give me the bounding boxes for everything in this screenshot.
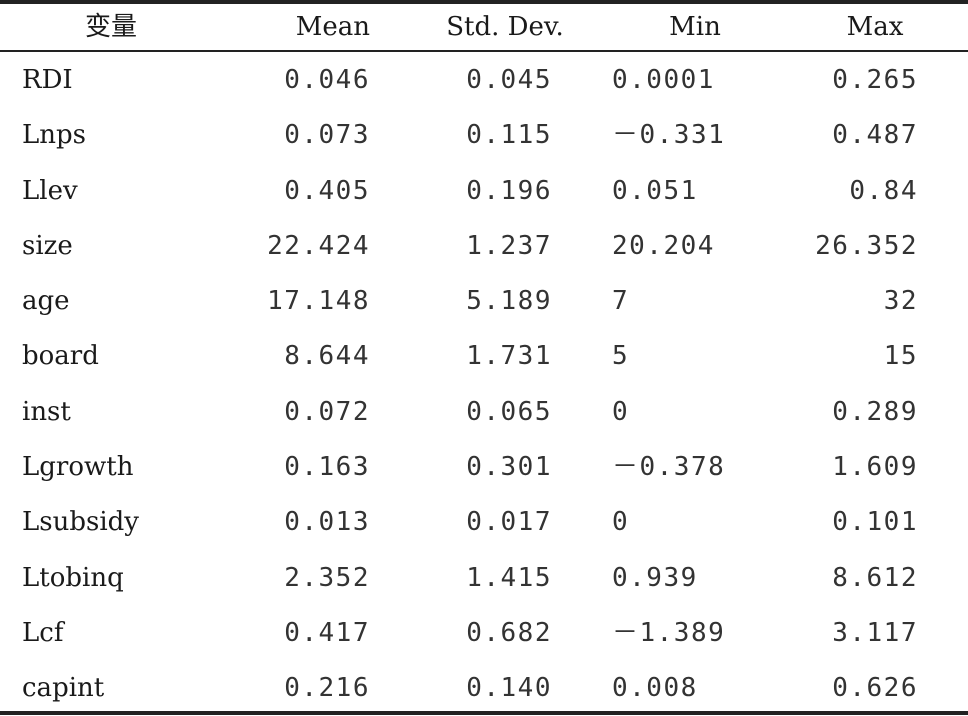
cell-variable: RDI xyxy=(22,65,73,95)
cell-variable: age xyxy=(22,286,70,317)
table-header-row: 变量 Mean Std. Dev. Min Max xyxy=(0,4,968,50)
table-row: RDI 0.046 0.045 0.0001 0.265 xyxy=(0,52,968,107)
cell-mean: 0.013 xyxy=(284,507,370,538)
cell-mean: 0.405 xyxy=(284,175,370,206)
cell-variable: inst xyxy=(22,396,71,427)
cell-max: 0.626 xyxy=(832,673,918,704)
table-bottom-rule xyxy=(0,711,968,715)
cell-variable: size xyxy=(22,230,73,261)
cell-mean: 2.352 xyxy=(284,562,370,593)
cell-mean: 0.216 xyxy=(284,673,370,704)
table-row: Lsubsidy 0.013 0.017 0 0.101 xyxy=(0,494,968,549)
cell-min: 0.0001 xyxy=(612,65,715,95)
cell-mean: 0.417 xyxy=(284,617,370,648)
cell-mean: 17.148 xyxy=(267,286,370,317)
table-top-rule xyxy=(0,0,968,4)
cell-std-dev: 0.065 xyxy=(466,396,552,427)
cell-std-dev: 0.045 xyxy=(466,65,552,95)
cell-max: 15 xyxy=(883,341,918,372)
cell-mean: 0.046 xyxy=(284,65,370,95)
header-max: Max xyxy=(846,12,904,42)
cell-max: 0.84 xyxy=(849,175,918,206)
cell-max: 32 xyxy=(883,286,918,317)
header-min: Min xyxy=(669,12,721,42)
cell-variable: Llev xyxy=(22,175,78,206)
cell-max: 0.101 xyxy=(832,507,918,538)
table-body: RDI 0.046 0.045 0.0001 0.265 Lnps 0.073 … xyxy=(0,52,968,716)
cell-std-dev: 0.140 xyxy=(466,673,552,704)
cell-min: －1.389 xyxy=(612,617,726,648)
cell-mean: 0.163 xyxy=(284,452,370,483)
cell-variable: Lsubsidy xyxy=(22,507,139,538)
cell-std-dev: 1.237 xyxy=(466,230,552,261)
table-row: size 22.424 1.237 20.204 26.352 xyxy=(0,218,968,273)
header-variable: 变量 xyxy=(85,12,138,42)
cell-max: 3.117 xyxy=(832,617,918,648)
header-std-dev: Std. Dev. xyxy=(446,12,564,42)
table-row: capint 0.216 0.140 0.008 0.626 xyxy=(0,660,968,715)
cell-variable: Lgrowth xyxy=(22,452,134,483)
cell-std-dev: 1.415 xyxy=(466,562,552,593)
cell-max: 0.289 xyxy=(832,396,918,427)
cell-max: 0.265 xyxy=(832,65,918,95)
cell-mean: 8.644 xyxy=(284,341,370,372)
table-row: Lgrowth 0.163 0.301 －0.378 1.609 xyxy=(0,439,968,494)
cell-mean: 22.424 xyxy=(267,230,370,261)
cell-max: 26.352 xyxy=(815,230,918,261)
cell-std-dev: 5.189 xyxy=(466,286,552,317)
cell-min: 0 xyxy=(612,396,630,427)
table-row: age 17.148 5.189 7 32 xyxy=(0,273,968,328)
cell-std-dev: 0.301 xyxy=(466,452,552,483)
cell-min: －0.378 xyxy=(612,452,726,483)
table-header-rule xyxy=(0,50,968,52)
cell-min: 7 xyxy=(612,286,630,317)
cell-mean: 0.073 xyxy=(284,120,370,151)
cell-max: 0.487 xyxy=(832,120,918,151)
cell-min: 20.204 xyxy=(612,230,715,261)
table-row: Llev 0.405 0.196 0.051 0.84 xyxy=(0,163,968,218)
header-mean: Mean xyxy=(295,12,370,42)
cell-min: 0.939 xyxy=(612,562,698,593)
cell-std-dev: 0.682 xyxy=(466,617,552,648)
cell-max: 1.609 xyxy=(832,452,918,483)
table-row: board 8.644 1.731 5 15 xyxy=(0,328,968,383)
cell-variable: Lcf xyxy=(22,617,64,648)
cell-max: 8.612 xyxy=(832,562,918,593)
cell-std-dev: 1.731 xyxy=(466,341,552,372)
cell-variable: capint xyxy=(22,673,105,704)
table-row: Lnps 0.073 0.115 －0.331 0.487 xyxy=(0,107,968,162)
table-row: Ltobinq 2.352 1.415 0.939 8.612 xyxy=(0,550,968,605)
cell-std-dev: 0.017 xyxy=(466,507,552,538)
cell-min: －0.331 xyxy=(612,120,726,151)
table-row: inst 0.072 0.065 0 0.289 xyxy=(0,384,968,439)
cell-std-dev: 0.115 xyxy=(466,120,552,151)
cell-min: 0 xyxy=(612,507,630,538)
cell-min: 0.051 xyxy=(612,175,698,206)
cell-min: 5 xyxy=(612,341,630,372)
cell-std-dev: 0.196 xyxy=(466,175,552,206)
table-row: Lcf 0.417 0.682 －1.389 3.117 xyxy=(0,605,968,660)
cell-min: 0.008 xyxy=(612,673,698,704)
cell-variable: Lnps xyxy=(22,120,86,151)
cell-variable: Ltobinq xyxy=(22,562,124,593)
cell-variable: board xyxy=(22,341,99,372)
cell-mean: 0.072 xyxy=(284,396,370,427)
